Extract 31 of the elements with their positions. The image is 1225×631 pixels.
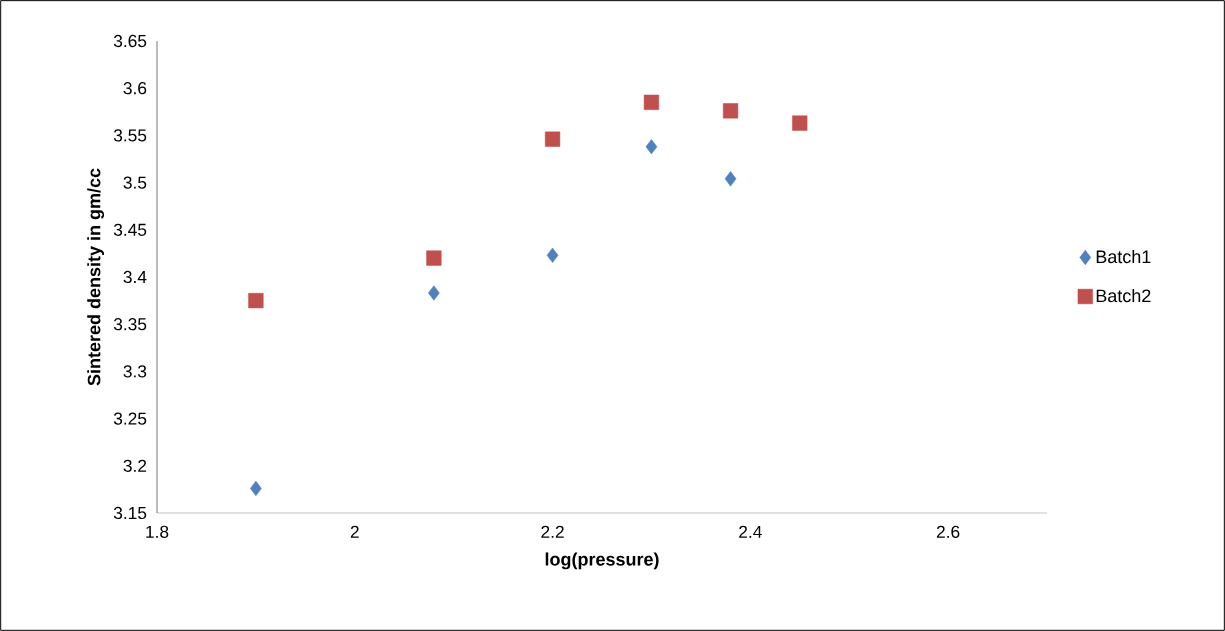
y-tick-label: 3.4 xyxy=(123,270,147,284)
legend-label: Batch1 xyxy=(1096,249,1151,264)
x-tick-label: 2.6 xyxy=(936,525,960,538)
point xyxy=(643,94,660,110)
point xyxy=(426,250,442,266)
y-tick-label: 3.25 xyxy=(113,412,147,425)
point xyxy=(645,139,658,155)
y-tick-label: 3.35 xyxy=(113,318,147,331)
point xyxy=(544,131,561,147)
y-tick-label: 3.15 xyxy=(113,506,147,520)
y-tick-label: 3.45 xyxy=(113,223,147,236)
y-tick-label: 3.2 xyxy=(123,459,147,472)
y-tick-label: 3.5 xyxy=(123,176,147,189)
x-tick-label: 2 xyxy=(350,525,359,538)
y-tick-label: 3.55 xyxy=(113,129,147,142)
x-axis-title: log(pressure) xyxy=(545,552,659,570)
y-axis-title: Sintered density in gm/cc xyxy=(87,168,105,386)
point xyxy=(546,247,559,263)
point xyxy=(250,480,262,497)
y-tick-label: 3.65 xyxy=(113,34,147,48)
y-tick-label: 3.6 xyxy=(123,82,147,95)
point xyxy=(792,115,808,131)
y-tick-label: 3.3 xyxy=(123,365,147,378)
point xyxy=(724,171,737,187)
point xyxy=(428,285,440,301)
legend-label: Batch2 xyxy=(1096,288,1151,303)
x-tick-label: 1.8 xyxy=(146,525,169,538)
x-tick-label: 2.4 xyxy=(739,525,762,538)
point xyxy=(248,292,264,309)
point xyxy=(722,103,739,119)
x-tick-label: 2.2 xyxy=(541,525,564,538)
